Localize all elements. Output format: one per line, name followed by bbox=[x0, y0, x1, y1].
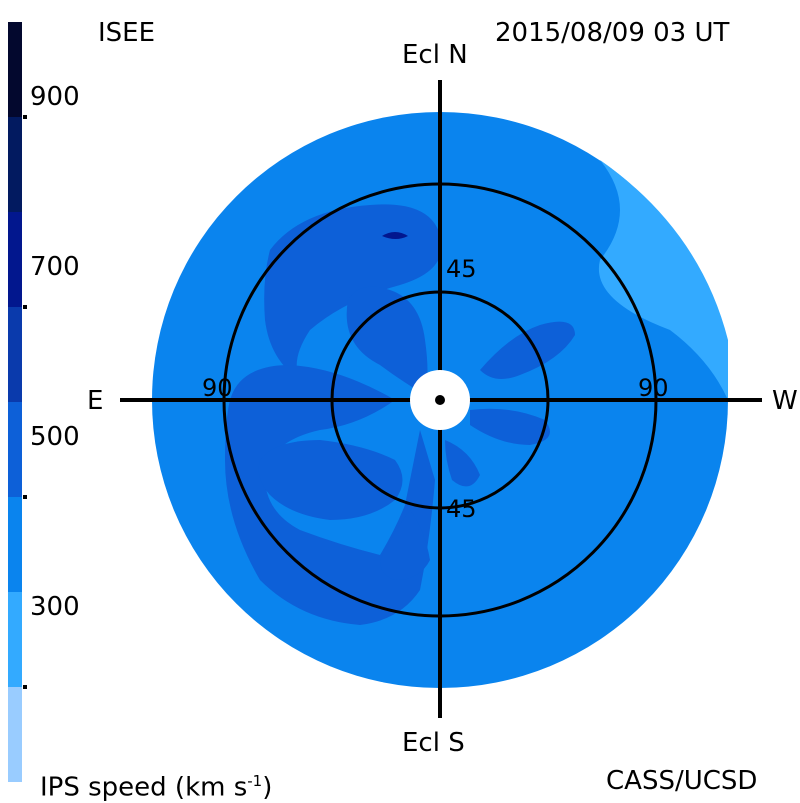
colorbar-title: IPS speed (km s-1) bbox=[40, 768, 272, 801]
region-south-central-enhanced bbox=[445, 440, 480, 487]
colorbar-title-exponent: -1 bbox=[247, 772, 263, 790]
colorbar-tick-900: 900 bbox=[30, 82, 80, 112]
colorbar-tick-mark-3 bbox=[23, 685, 27, 689]
colorbar-tick-700: 700 bbox=[30, 252, 80, 282]
polar-speed-map: 45 45 90 90 bbox=[120, 80, 762, 718]
colorbar-title-text: IPS speed (km s bbox=[40, 772, 248, 803]
colorbar-tick-500: 500 bbox=[30, 422, 80, 452]
speed-regions bbox=[225, 160, 728, 625]
region-west-enhanced bbox=[470, 408, 550, 445]
region-west-slow bbox=[598, 160, 728, 400]
colorbar-title-close: ) bbox=[262, 772, 273, 803]
sun-center-dot bbox=[435, 395, 445, 405]
source-label: ISEE bbox=[98, 18, 156, 48]
colorbar-band-6 bbox=[8, 117, 22, 212]
region-north-inner-enhanced bbox=[346, 286, 428, 395]
region-north-enhanced bbox=[264, 204, 442, 380]
colorbar-band-3 bbox=[8, 402, 22, 497]
credit-label: CASS/UCSD bbox=[606, 766, 758, 796]
colorbar-tick-mark-2 bbox=[23, 495, 27, 499]
axis-label-north: Ecl N bbox=[402, 40, 468, 70]
colorbar-band-4 bbox=[8, 307, 22, 402]
region-northwest-inner-enhanced bbox=[480, 321, 575, 379]
colorbar-band-5 bbox=[8, 212, 22, 307]
colorbar-band-2 bbox=[8, 497, 22, 592]
colorbar-tick-mark-0 bbox=[23, 115, 27, 119]
ring-90-label-left: 90 bbox=[202, 374, 233, 402]
colorbar-band-7 bbox=[8, 22, 22, 117]
ring-90-label-right: 90 bbox=[638, 374, 669, 402]
region-south-enhanced bbox=[380, 510, 430, 580]
ring-45-label-top: 45 bbox=[446, 255, 477, 283]
colorbar-tick-mark-1 bbox=[23, 305, 27, 309]
ring-45-label-bottom: 45 bbox=[446, 495, 477, 523]
colorbar bbox=[8, 22, 27, 782]
colorbar-band-0 bbox=[8, 687, 22, 782]
colorbar-tick-300: 300 bbox=[30, 592, 80, 622]
axis-label-south: Ecl S bbox=[402, 728, 465, 758]
axis-label-east: E bbox=[87, 386, 104, 416]
region-peak bbox=[382, 232, 408, 239]
axis-label-west: W bbox=[772, 386, 798, 416]
region-southeast-enhanced bbox=[258, 440, 403, 520]
timestamp-label: 2015/08/09 03 UT bbox=[495, 18, 730, 48]
colorbar-band-1 bbox=[8, 592, 22, 687]
